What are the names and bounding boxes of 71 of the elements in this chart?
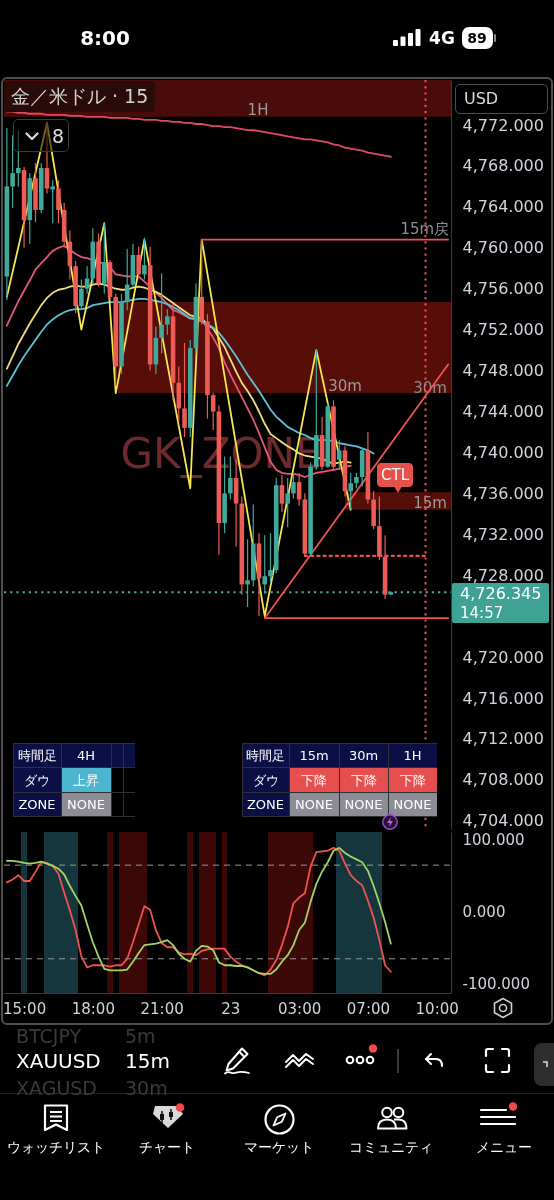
y-tick-label: 4,760.000 [462,238,544,258]
text: ウォッチリスト [7,1139,105,1155]
label-box: 金／米ドル · 15 [4,81,156,112]
annotation: 8 [52,124,65,147]
y-tick-label: 0.000 [462,903,506,922]
y-tick-label: 4,772.000 [462,115,544,135]
y-tick-label: 4,708.000 [462,770,544,790]
annotation: NONE [295,796,333,812]
annotation: 時間足 [246,747,285,763]
y-tick-label: 4,744.000 [462,402,544,422]
text: 15m [125,1049,170,1073]
text: 5m [125,1024,156,1047]
text: 30m [125,1076,168,1099]
band-label: 1H [247,100,269,119]
annotation: ダウ [252,772,279,788]
y-tick-label: 4,732.000 [462,524,544,544]
annotation: 下降 [301,772,327,788]
text: 4G [429,27,455,48]
text: メニュー [476,1139,532,1155]
annotation: ZONE [18,796,56,812]
y-tick-label: 4,768.000 [462,156,544,176]
annotation: 30m [348,747,379,763]
text: コミュニティ [349,1139,433,1155]
y-tick-label: 4,764.000 [462,197,544,217]
annotation: 4H [76,747,96,763]
annotation: 下降 [399,772,426,788]
x-tick-label: 23 [221,999,241,1018]
x-tick-label: 03:00 [278,999,322,1018]
annotation: 下降 [350,772,377,788]
y-tick-label: 4,716.000 [462,688,544,708]
y-tick-label: 4,748.000 [462,361,544,381]
band-label: 15m [413,493,447,512]
text: チャート [139,1139,195,1155]
annotation: 15m [299,747,329,763]
x-tick-label: 10:00 [415,999,459,1018]
series-label: 15m戻 [400,219,450,238]
y-tick-label: 100.000 [462,831,525,850]
y-tick-label: 4,740.000 [462,442,544,462]
text: マーケット [244,1139,314,1155]
annotation: NONE [344,796,383,812]
annotation: CTL [381,465,409,484]
text: XAGUSD [16,1076,98,1099]
x-tick-label: 15:00 [2,999,47,1018]
chart-title: 金／米ドル · 15 [11,85,149,107]
y-tick-label: -100.000 [462,975,530,994]
y-tick-label: 4,736.000 [462,483,544,503]
text: 89 [467,30,487,46]
annotation: 時間足 [17,747,57,763]
y-tick-label: 4,752.000 [462,320,544,340]
annotation: NONE [393,796,432,812]
x-tick-label: 18:00 [71,999,115,1018]
text: BTCJPY [16,1024,82,1047]
y-tick-label: 4,720.000 [462,647,544,667]
annotation: ダウ [24,772,50,788]
text: 4,726.345 [460,584,542,603]
y-tick-label: 4,728.000 [462,565,544,585]
annotation: 1H [403,747,422,763]
band-label: 30m [328,377,362,396]
y-tick-label: 4,756.000 [462,279,544,299]
y-axis-title: USD [464,89,499,108]
annotation: 上昇 [73,772,99,788]
y-tick-label: 4,712.000 [462,729,544,749]
x-tick-label: 21:00 [140,999,184,1018]
x-tick-label: 07:00 [346,999,391,1018]
text: 14:57 [460,603,504,622]
annotation: NONE [67,796,105,812]
annotation: ZONE [246,796,285,812]
text: XAUUSD [16,1049,101,1073]
text: 8:00 [80,26,130,50]
y-tick-label: 4,704.000 [462,811,544,831]
selector-box: USD [455,84,548,114]
